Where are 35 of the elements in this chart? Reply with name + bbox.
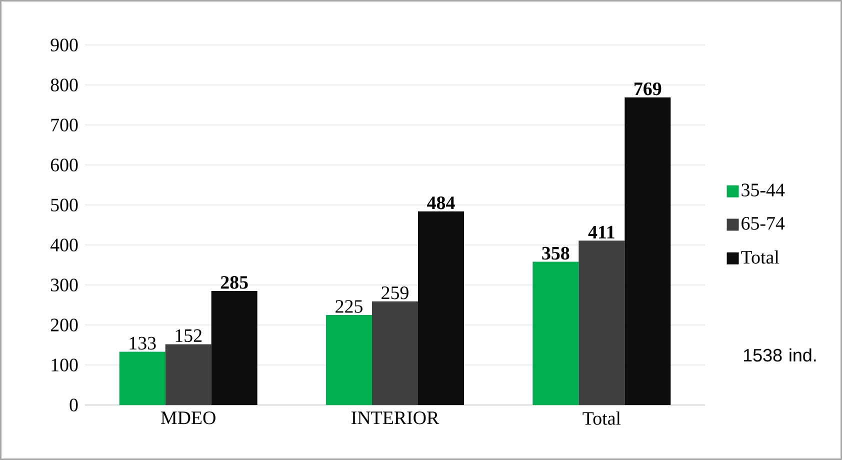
bar	[326, 315, 372, 405]
y-tick-label: 800	[50, 78, 78, 92]
data-label: 285	[220, 276, 248, 289]
legend-label: 35-44	[742, 184, 785, 196]
x-tick-label: Total	[582, 412, 621, 425]
y-tick-label: 600	[50, 158, 78, 172]
data-label: 358	[542, 246, 570, 260]
data-label: 225	[336, 300, 362, 313]
legend-label: Total	[741, 250, 780, 264]
y-tick-label: 0	[70, 398, 78, 412]
legend-label: 65-74	[742, 217, 785, 230]
y-tick-label: 300	[51, 278, 78, 292]
bar	[165, 344, 212, 405]
y-tick-label: 200	[50, 318, 78, 332]
y-tick-label: 700	[51, 118, 78, 132]
bar	[532, 262, 579, 405]
y-tick-label: 500	[51, 198, 78, 212]
y-tick-label: 100	[52, 358, 78, 372]
bar	[578, 240, 625, 405]
bar	[372, 301, 418, 405]
x-tick-label: MDEO	[161, 412, 216, 424]
data-label: 484	[427, 196, 455, 210]
bar	[211, 291, 258, 405]
data-label: 769	[634, 82, 662, 96]
data-label: 259	[382, 286, 408, 300]
bar	[418, 211, 464, 405]
text: 1538 ind.	[744, 348, 816, 362]
data-label: 411	[588, 226, 614, 238]
data-label: 133	[130, 336, 156, 350]
y-tick-label: 900	[50, 38, 78, 52]
bar	[119, 352, 166, 405]
y-tick-label: 400	[50, 238, 78, 252]
bar	[624, 97, 671, 405]
x-tick-label: INTERIOR	[352, 412, 440, 424]
data-label: 152	[176, 329, 202, 342]
